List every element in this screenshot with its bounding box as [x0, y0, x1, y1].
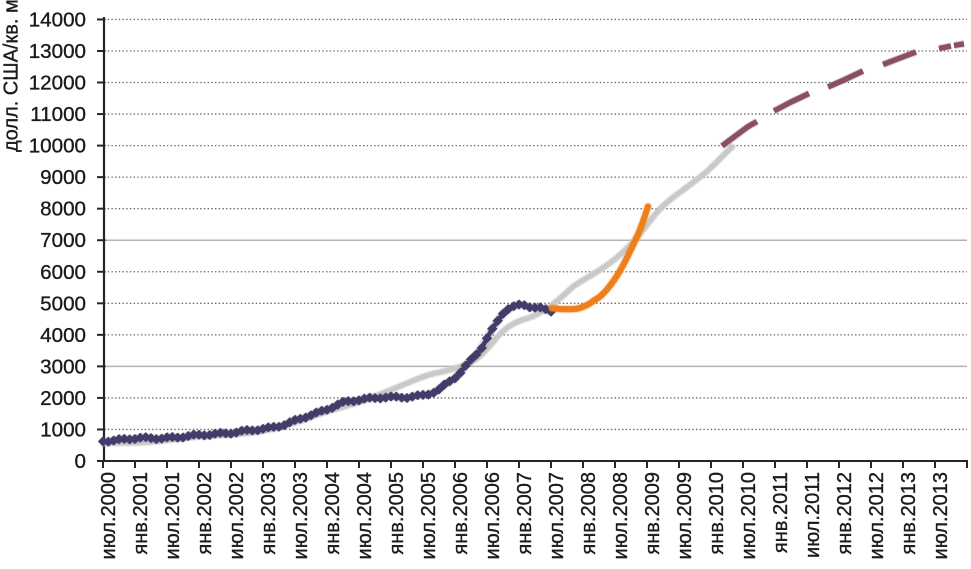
svg-text:июл.2001: июл.2001 — [162, 472, 184, 559]
svg-text:4000: 4000 — [40, 324, 86, 347]
svg-text:янв.2004: янв.2004 — [322, 472, 344, 555]
svg-text:0: 0 — [75, 450, 86, 473]
svg-text:янв.2005: янв.2005 — [386, 472, 408, 555]
svg-text:5000: 5000 — [40, 292, 86, 315]
svg-text:июл.2010: июл.2010 — [738, 472, 760, 559]
svg-text:янв.2013: янв.2013 — [898, 472, 920, 555]
svg-text:11000: 11000 — [30, 103, 86, 126]
svg-text:1000: 1000 — [40, 419, 86, 442]
svg-text:июл.2003: июл.2003 — [290, 472, 312, 559]
svg-text:янв.2006: янв.2006 — [450, 472, 472, 555]
svg-text:10000: 10000 — [29, 135, 86, 158]
svg-text:июл.2002: июл.2002 — [226, 472, 248, 559]
svg-text:8000: 8000 — [40, 198, 86, 221]
svg-text:14000: 14000 — [29, 8, 86, 31]
svg-text:янв.2010: янв.2010 — [706, 472, 728, 555]
svg-text:3000: 3000 — [40, 355, 86, 378]
svg-text:7000: 7000 — [40, 229, 86, 252]
svg-text:2000: 2000 — [40, 387, 86, 410]
svg-text:июл.2008: июл.2008 — [610, 472, 632, 559]
svg-text:янв.2011: янв.2011 — [770, 472, 792, 553]
svg-text:июл.2011: июл.2011 — [802, 472, 824, 558]
svg-text:янв.2007: янв.2007 — [514, 472, 536, 555]
svg-text:июл.2007: июл.2007 — [546, 472, 568, 559]
svg-text:12000: 12000 — [29, 72, 86, 95]
svg-text:янв.2008: янв.2008 — [578, 472, 600, 555]
svg-text:янв.2012: янв.2012 — [834, 472, 856, 555]
svg-text:6000: 6000 — [40, 261, 86, 284]
svg-text:13000: 13000 — [29, 40, 86, 63]
svg-text:июл.2006: июл.2006 — [482, 472, 504, 559]
svg-text:янв.2001: янв.2001 — [130, 472, 152, 555]
svg-text:июл.2005: июл.2005 — [418, 472, 440, 559]
svg-text:долл. США/кв. м: долл. США/кв. м — [1, 0, 23, 152]
svg-text:янв.2003: янв.2003 — [258, 472, 280, 555]
svg-text:янв.2002: янв.2002 — [194, 472, 216, 555]
svg-text:июл.2012: июл.2012 — [866, 472, 888, 559]
svg-text:июл.2013: июл.2013 — [930, 472, 952, 559]
svg-text:июл.2004: июл.2004 — [354, 472, 376, 559]
svg-text:июл.2000: июл.2000 — [98, 472, 120, 559]
svg-text:9000: 9000 — [40, 166, 86, 189]
svg-text:янв.2009: янв.2009 — [642, 472, 664, 555]
svg-text:июл.2009: июл.2009 — [674, 472, 696, 559]
